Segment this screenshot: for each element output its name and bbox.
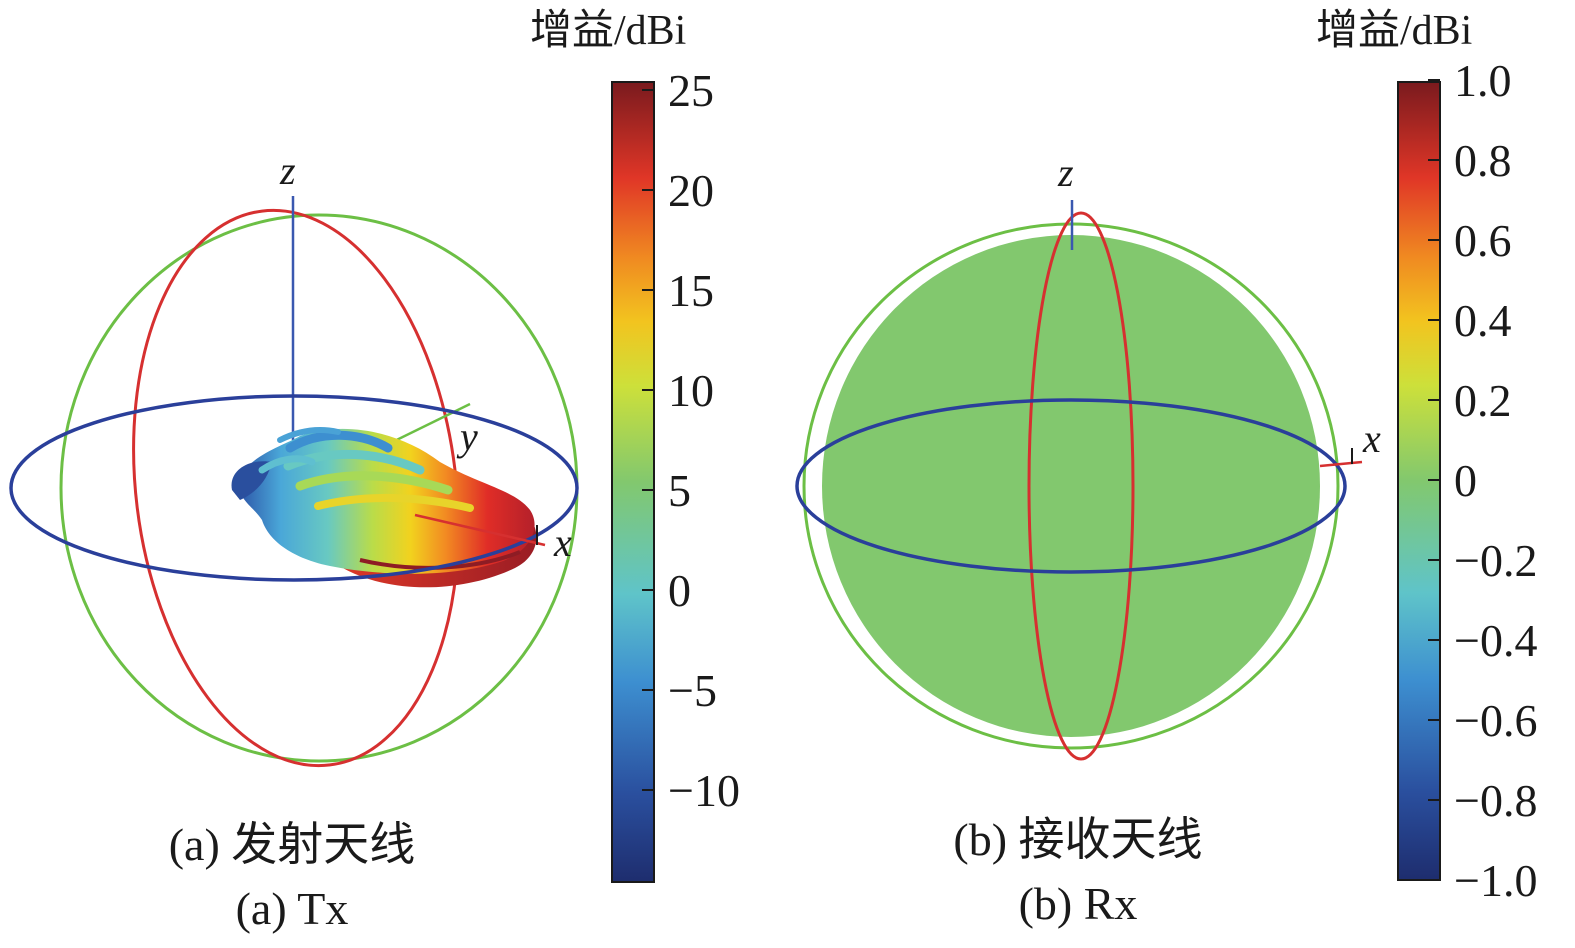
rx-caption-en: (b) Rx bbox=[1019, 878, 1138, 929]
rx-colorbar-tick-label: −1.0 bbox=[1454, 855, 1537, 906]
rx-radiation-pattern: z x bbox=[795, 150, 1381, 761]
tx-colorbar-tick-label: 25 bbox=[668, 65, 714, 116]
tx-ring-blue bbox=[9, 394, 579, 582]
rx-colorbar-tick-label: 0 bbox=[1454, 455, 1477, 506]
rx-colorbar-ticks: 1.0 0.8 0.6 0.4 0.2 0 −0.2 −0.4 −0.6 −0.8 −1.0 bbox=[1428, 55, 1537, 906]
rx-colorbar-tick-label: 0.8 bbox=[1454, 135, 1512, 186]
tx-radiation-pattern: z y x bbox=[9, 148, 579, 768]
tx-colorbar-tick-label: 20 bbox=[668, 165, 714, 216]
tx-colorbar-tick-label: 15 bbox=[668, 265, 714, 316]
tx-x-axis bbox=[414, 513, 546, 547]
tx-z-label: z bbox=[279, 148, 296, 193]
rx-caption-cn: (b) 接收天线 bbox=[953, 814, 1202, 865]
tx-colorbar-tick-label: −10 bbox=[668, 765, 740, 816]
tx-x-label: x bbox=[553, 520, 572, 565]
rx-z-label: z bbox=[1057, 150, 1074, 195]
tx-caption-en: (a) Tx bbox=[236, 883, 349, 934]
rx-colorbar-tick-label: −0.2 bbox=[1454, 535, 1537, 586]
rx-colorbar-tick-label: −0.8 bbox=[1454, 775, 1537, 826]
rx-colorbar: 增益/dBi 1.0 0.8 0.6 0.4 0.2 0 −0.2 −0.4 −0.6 −0.8 −… bbox=[1316, 8, 1537, 906]
rx-ring-blue bbox=[795, 398, 1347, 574]
tx-y-label: y bbox=[456, 414, 478, 459]
tx-colorbar-tick-label: 0 bbox=[668, 565, 691, 616]
tx-ring-red bbox=[132, 208, 460, 768]
rx-colorbar-tick-label: 1.0 bbox=[1454, 55, 1512, 106]
panel-tx: z y x 增益/dBi 25 20 15 10 5 0 −5 −10 (a) 发射天线 (a… bbox=[9, 8, 740, 934]
tx-caption-cn: (a) 发射天线 bbox=[169, 819, 416, 870]
rx-colorbar-tick-label: 0.4 bbox=[1454, 295, 1512, 346]
tx-colorbar-tick-label: 10 bbox=[668, 365, 714, 416]
tx-colorbar-title: 增益/dBi bbox=[530, 8, 686, 54]
tx-colorbar: 增益/dBi 25 20 15 10 5 0 −5 −10 bbox=[530, 8, 740, 883]
rx-colorbar-tick-label: −0.6 bbox=[1454, 695, 1537, 746]
rx-colorbar-tick-label: 0.6 bbox=[1454, 215, 1512, 266]
tx-colorbar-ticks: 25 20 15 10 5 0 −5 −10 bbox=[642, 65, 740, 816]
rx-colorbar-tick-label: −0.4 bbox=[1454, 615, 1537, 666]
tx-colorbar-gradient bbox=[611, 81, 655, 883]
rx-sphere bbox=[822, 235, 1320, 737]
rx-x-axis bbox=[1319, 460, 1363, 468]
panel-rx: z x 增益/dBi 1.0 0.8 0.6 0.4 0.2 0 −0.2 −0.4 −0.6 −… bbox=[795, 8, 1537, 929]
rx-x-label: x bbox=[1362, 416, 1381, 461]
rx-colorbar-tick-label: 0.2 bbox=[1454, 375, 1512, 426]
tx-colorbar-tick-label: −5 bbox=[668, 665, 717, 716]
tx-colorbar-tick-label: 5 bbox=[668, 465, 691, 516]
rx-colorbar-title: 增益/dBi bbox=[1316, 8, 1472, 54]
tx-main-lobe bbox=[231, 427, 537, 588]
rx-ring-red bbox=[1027, 211, 1135, 761]
